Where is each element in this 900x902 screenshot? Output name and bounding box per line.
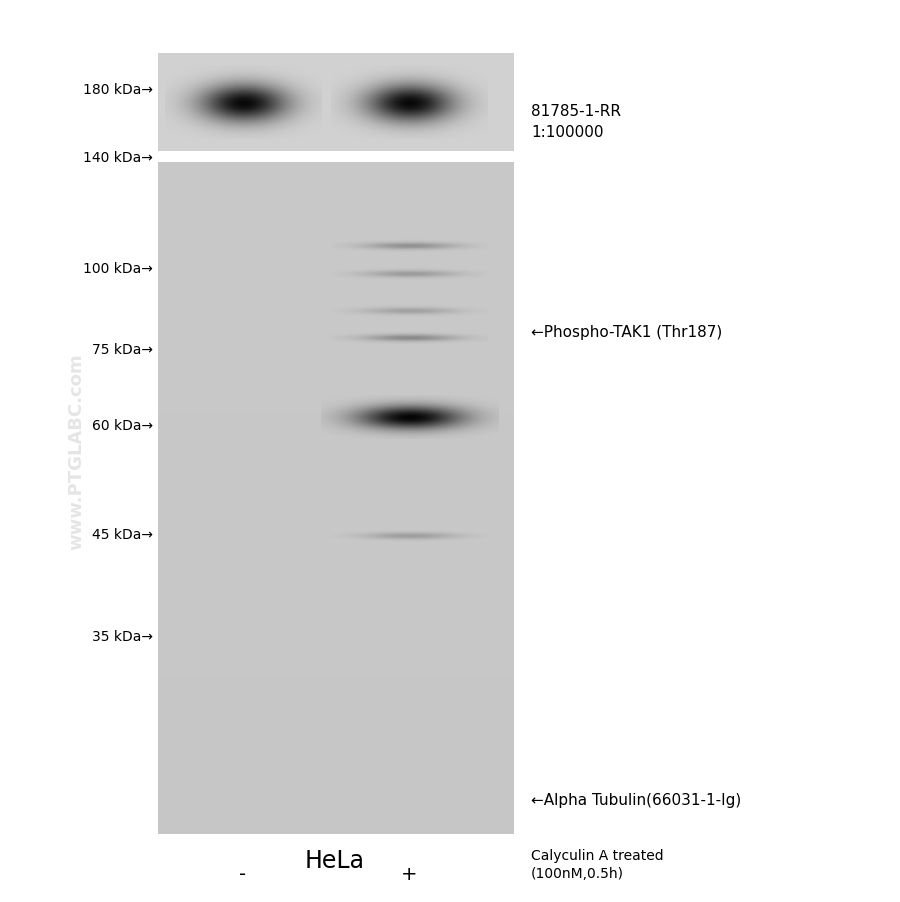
Text: HeLa: HeLa bbox=[305, 848, 364, 871]
Text: Calyculin A treated
(100nM,0.5h): Calyculin A treated (100nM,0.5h) bbox=[531, 848, 663, 880]
Text: 35 kDa→: 35 kDa→ bbox=[92, 629, 153, 643]
Text: 100 kDa→: 100 kDa→ bbox=[83, 262, 153, 276]
Text: 81785-1-RR
1:100000: 81785-1-RR 1:100000 bbox=[531, 104, 621, 140]
Text: 180 kDa→: 180 kDa→ bbox=[83, 83, 153, 97]
Text: 60 kDa→: 60 kDa→ bbox=[92, 419, 153, 433]
Text: 45 kDa→: 45 kDa→ bbox=[92, 527, 153, 541]
Text: www.PTGLABC.com: www.PTGLABC.com bbox=[68, 353, 86, 549]
Text: 140 kDa→: 140 kDa→ bbox=[83, 151, 153, 165]
Text: 75 kDa→: 75 kDa→ bbox=[92, 343, 153, 357]
Text: ←Phospho-TAK1 (Thr187): ←Phospho-TAK1 (Thr187) bbox=[531, 325, 722, 339]
Text: -: - bbox=[239, 863, 247, 883]
Text: +: + bbox=[401, 863, 418, 883]
Text: ←Alpha Tubulin(66031-1-Ig): ←Alpha Tubulin(66031-1-Ig) bbox=[531, 792, 742, 806]
